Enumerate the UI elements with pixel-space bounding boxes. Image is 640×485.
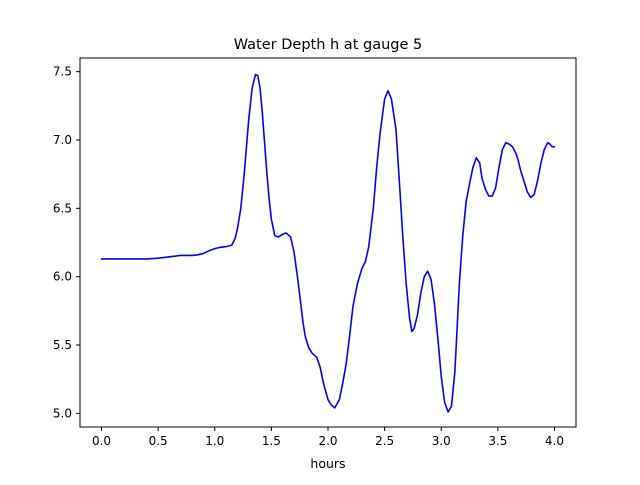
x-tick-label: 2.5 [375, 434, 394, 448]
y-tick-label: 7.0 [53, 133, 72, 147]
x-tick-label: 3.0 [432, 434, 451, 448]
chart-title: Water Depth h at gauge 5 [234, 37, 422, 53]
series-layer [100, 73, 556, 413]
x-tick-label: 0.5 [149, 434, 168, 448]
x-tick-label: 1.0 [205, 434, 224, 448]
x-axis: 0.0 0.5 1.0 1.5 2.0 2.5 3.0 3.5 4.0 [92, 427, 564, 448]
series-line-0 [100, 73, 556, 413]
y-tick-label: 6.0 [53, 270, 72, 284]
y-tick-label: 7.5 [53, 65, 72, 79]
x-tick-label: 0.0 [92, 434, 111, 448]
x-tick-label: 4.0 [545, 434, 564, 448]
plot-area [80, 58, 576, 427]
x-tick-label: 2.0 [318, 434, 337, 448]
y-tick-label: 6.5 [53, 201, 72, 215]
x-axis-label: hours [310, 456, 345, 471]
y-tick-label: 5.0 [53, 406, 72, 420]
y-axis: 5.0 5.5 6.0 6.5 7.0 7.5 [53, 65, 80, 420]
y-tick-label: 5.5 [53, 338, 72, 352]
x-tick-label: 3.5 [488, 434, 507, 448]
x-tick-label: 1.5 [262, 434, 281, 448]
